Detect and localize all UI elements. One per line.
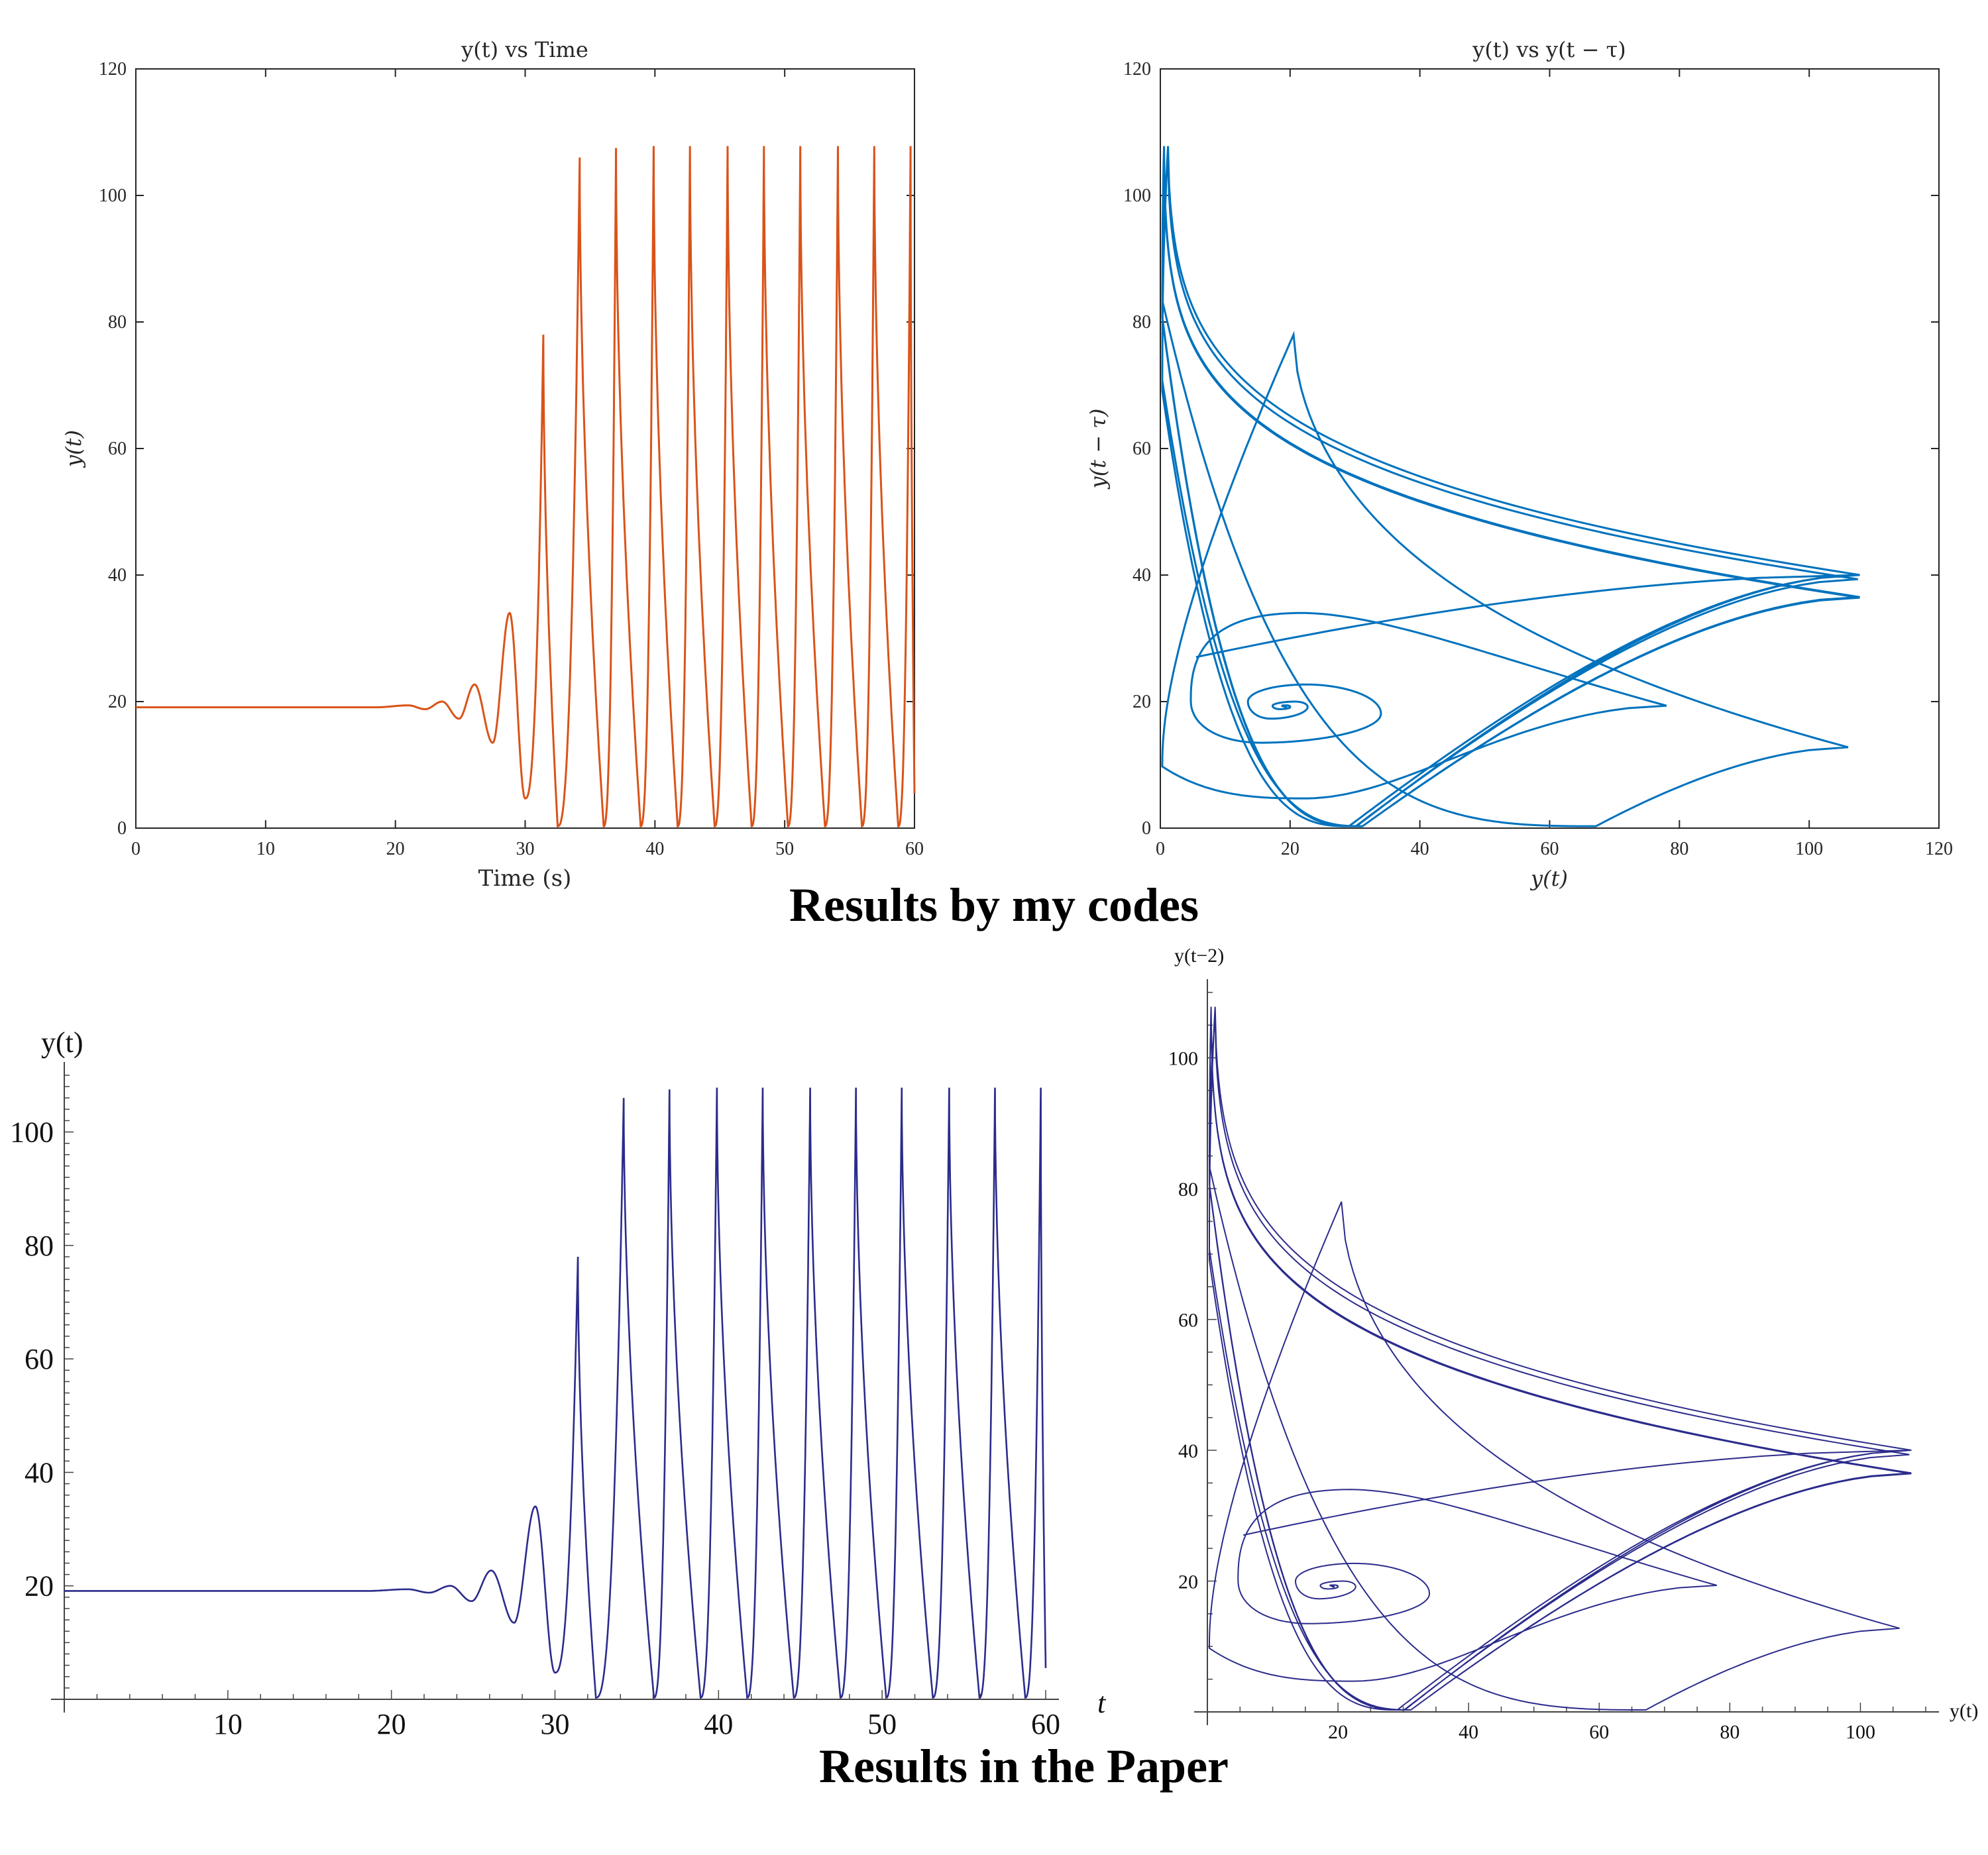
y-tick-label: 60 bbox=[25, 1343, 54, 1375]
x-tick-label: 60 bbox=[1031, 1708, 1060, 1740]
x-tick-label: 40 bbox=[1411, 839, 1429, 859]
x-tick-label: 80 bbox=[1670, 839, 1688, 859]
x-tick-label: 30 bbox=[541, 1708, 570, 1740]
y-axis-label: y(t−2) bbox=[1174, 945, 1224, 967]
series-line bbox=[1161, 146, 1860, 827]
series-line bbox=[136, 146, 916, 827]
y-tick-label: 100 bbox=[99, 186, 127, 206]
x-tick-label: 20 bbox=[386, 839, 405, 859]
y-tick-label: 20 bbox=[1178, 1571, 1198, 1593]
y-tick-label: 60 bbox=[108, 439, 127, 459]
x-tick-label: 100 bbox=[1795, 839, 1823, 859]
y-tick-label: 40 bbox=[108, 565, 127, 586]
chart-paper-phase: y(t−2) y(t) 20 40 60 80 100 20 40 60 80 100 bbox=[1168, 945, 1978, 1743]
y-tick-label: 0 bbox=[117, 818, 127, 839]
x-tick-label: 60 bbox=[1589, 1721, 1609, 1743]
y-axis-label: y(t) bbox=[41, 1026, 83, 1059]
x-axis-label: t bbox=[1097, 1687, 1107, 1719]
y-tick-label: 60 bbox=[1178, 1310, 1198, 1332]
axis-ticks: 0 10 20 30 40 50 60 0 20 40 60 80 100 120 bbox=[99, 59, 924, 859]
y-tick-label: 80 bbox=[25, 1230, 54, 1262]
x-tick-label: 20 bbox=[377, 1708, 406, 1740]
y-tick-label: 100 bbox=[1123, 186, 1151, 206]
y-tick-label: 80 bbox=[108, 312, 127, 333]
y-tick-label: 100 bbox=[1168, 1048, 1198, 1070]
axis-ticks: 0 20 40 60 80 100 120 0 20 40 60 80 100 120 bbox=[1123, 59, 1953, 859]
y-axis-label: y(t − τ) bbox=[1085, 409, 1111, 490]
plot-box bbox=[1160, 68, 1940, 829]
chart-title: y(t) vs y(t − τ) bbox=[1472, 37, 1626, 62]
x-tick-label: 50 bbox=[775, 839, 794, 859]
x-axis-label: Time (s) bbox=[478, 865, 572, 892]
y-tick-label: 40 bbox=[25, 1456, 54, 1489]
y-tick-label: 100 bbox=[10, 1116, 54, 1149]
x-tick-label: 10 bbox=[213, 1708, 243, 1740]
x-tick-label: 0 bbox=[131, 839, 140, 859]
series-line bbox=[1209, 1006, 1912, 1711]
x-tick-label: 50 bbox=[867, 1708, 897, 1740]
plot-box bbox=[135, 68, 915, 829]
axis-ticks: 10 20 30 40 50 60 20 40 60 80 100 bbox=[10, 1062, 1060, 1740]
caption-my-codes: Results by my codes bbox=[789, 878, 1199, 931]
y-tick-label: 80 bbox=[1132, 312, 1151, 333]
x-tick-label: 120 bbox=[1925, 839, 1953, 859]
axis-ticks: 20 40 60 80 100 20 40 60 80 100 bbox=[1168, 979, 1939, 1743]
x-tick-label: 60 bbox=[905, 839, 924, 859]
y-tick-label: 0 bbox=[1142, 818, 1151, 839]
x-tick-label: 20 bbox=[1328, 1721, 1348, 1743]
y-tick-label: 60 bbox=[1132, 439, 1151, 459]
y-tick-label: 20 bbox=[108, 692, 127, 712]
series-line bbox=[64, 1087, 1047, 1699]
y-tick-label: 80 bbox=[1178, 1179, 1198, 1200]
x-axis-label: y(t) bbox=[1529, 866, 1568, 891]
caption-paper: Results in the Paper bbox=[819, 1740, 1229, 1793]
x-tick-label: 40 bbox=[704, 1708, 733, 1740]
x-tick-label: 80 bbox=[1720, 1721, 1740, 1743]
x-tick-label: 40 bbox=[645, 839, 664, 859]
y-tick-label: 40 bbox=[1178, 1440, 1198, 1462]
y-tick-label: 40 bbox=[1132, 565, 1151, 586]
chart-my-time: y(t) vs Time Time (s) y(t) 0 10 20 30 40 50 60… bbox=[61, 37, 924, 892]
chart-my-phase: y(t) vs y(t − τ) y(t) y(t − τ) 0 20 40 60 80… bbox=[1085, 37, 1953, 891]
x-tick-label: 20 bbox=[1281, 839, 1299, 859]
y-axis-label: y(t) bbox=[61, 430, 86, 468]
y-tick-label: 20 bbox=[25, 1570, 54, 1603]
x-tick-label: 60 bbox=[1541, 839, 1559, 859]
y-tick-label: 120 bbox=[99, 59, 127, 80]
y-tick-label: 120 bbox=[1123, 59, 1151, 80]
chart-title: y(t) vs Time bbox=[461, 37, 588, 62]
x-axis-label: y(t) bbox=[1950, 1700, 1978, 1722]
y-tick-label: 20 bbox=[1132, 692, 1151, 712]
chart-paper-time: y(t) t 10 20 30 40 50 60 20 40 60 80 100 bbox=[10, 1026, 1107, 1740]
x-tick-label: 40 bbox=[1459, 1721, 1478, 1743]
x-tick-label: 30 bbox=[516, 839, 535, 859]
x-tick-label: 10 bbox=[256, 839, 275, 859]
x-tick-label: 100 bbox=[1846, 1721, 1875, 1743]
x-tick-label: 0 bbox=[1156, 839, 1165, 859]
